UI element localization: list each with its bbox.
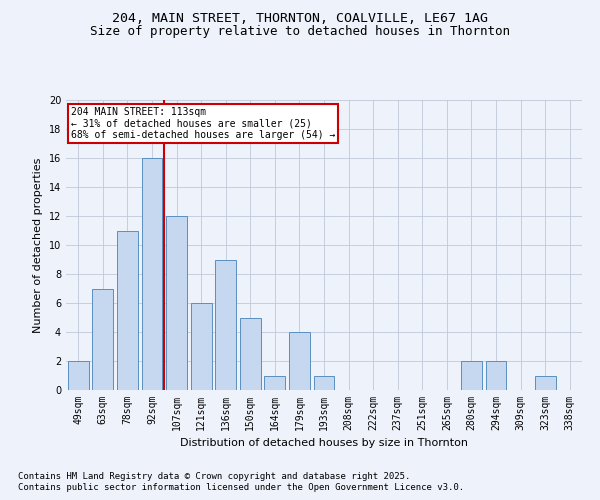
Bar bbox=[314, 376, 334, 390]
Y-axis label: Number of detached properties: Number of detached properties bbox=[33, 158, 43, 332]
Text: Contains public sector information licensed under the Open Government Licence v3: Contains public sector information licen… bbox=[18, 484, 464, 492]
Bar bbox=[215, 260, 236, 390]
Bar bbox=[289, 332, 310, 390]
Text: Contains HM Land Registry data © Crown copyright and database right 2025.: Contains HM Land Registry data © Crown c… bbox=[18, 472, 410, 481]
Bar bbox=[142, 158, 163, 390]
Bar bbox=[461, 361, 482, 390]
Text: 204 MAIN STREET: 113sqm
← 31% of detached houses are smaller (25)
68% of semi-de: 204 MAIN STREET: 113sqm ← 31% of detache… bbox=[71, 108, 335, 140]
X-axis label: Distribution of detached houses by size in Thornton: Distribution of detached houses by size … bbox=[180, 438, 468, 448]
Bar bbox=[240, 318, 261, 390]
Bar bbox=[535, 376, 556, 390]
Bar bbox=[485, 361, 506, 390]
Bar bbox=[117, 230, 138, 390]
Bar bbox=[191, 303, 212, 390]
Bar bbox=[92, 288, 113, 390]
Bar bbox=[265, 376, 286, 390]
Text: Size of property relative to detached houses in Thornton: Size of property relative to detached ho… bbox=[90, 25, 510, 38]
Bar bbox=[166, 216, 187, 390]
Bar bbox=[68, 361, 89, 390]
Text: 204, MAIN STREET, THORNTON, COALVILLE, LE67 1AG: 204, MAIN STREET, THORNTON, COALVILLE, L… bbox=[112, 12, 488, 26]
